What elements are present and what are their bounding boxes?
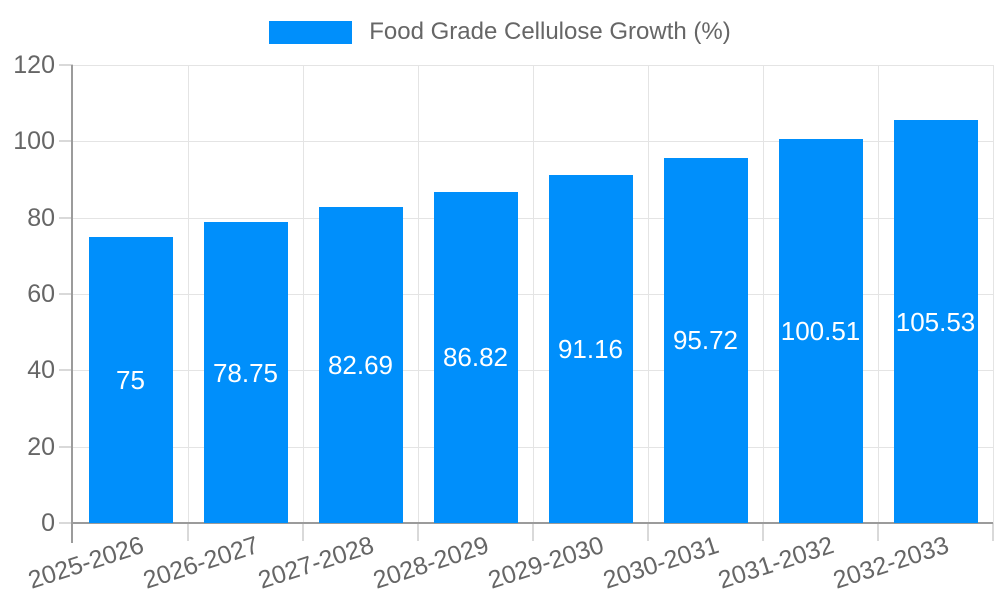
x-tick-label: 2029-2030 — [484, 531, 608, 595]
bar[interactable] — [893, 120, 978, 523]
v-gridline — [648, 65, 649, 523]
y-tick-label: 60 — [27, 280, 55, 308]
x-axis-tick — [992, 523, 994, 541]
bar[interactable] — [88, 236, 173, 523]
bar[interactable] — [663, 157, 748, 523]
bar[interactable] — [778, 139, 863, 523]
x-tick-label: 2028-2029 — [369, 531, 493, 595]
x-tick-label: 2031-2032 — [714, 531, 838, 595]
x-axis-line — [73, 522, 993, 524]
legend-label: Food Grade Cellulose Growth (%) — [369, 18, 731, 45]
legend-item[interactable]: Food Grade Cellulose Growth (%) — [269, 18, 731, 46]
y-axis-tick — [59, 445, 73, 448]
y-tick-label: 20 — [27, 432, 55, 461]
y-tick-label: 0 — [41, 509, 55, 537]
legend: Food Grade Cellulose Growth (%) — [0, 18, 1000, 46]
v-gridline — [993, 65, 994, 523]
x-axis-tick — [302, 523, 304, 541]
x-axis-tick — [187, 523, 189, 541]
y-axis-tick — [59, 293, 73, 295]
y-axis-line — [71, 65, 73, 543]
v-gridline — [303, 65, 304, 523]
x-axis-tick — [417, 523, 419, 541]
x-tick-label: 2025-2026 — [24, 531, 148, 595]
y-axis-tick — [59, 64, 73, 66]
bar[interactable] — [433, 191, 518, 523]
v-gridline — [878, 65, 879, 523]
v-gridline — [418, 65, 419, 523]
x-axis-tick — [762, 523, 764, 541]
x-tick-label: 2026-2027 — [139, 531, 263, 595]
x-axis-tick — [647, 523, 649, 541]
v-gridline — [763, 65, 764, 523]
bar[interactable] — [318, 207, 403, 523]
y-tick-label: 100 — [13, 127, 55, 156]
y-axis-tick — [59, 216, 73, 219]
v-gridline — [188, 65, 189, 523]
x-tick-label: 2030-2031 — [599, 531, 723, 595]
y-tick-label: 80 — [27, 203, 55, 232]
x-tick-label: 2032-2033 — [829, 531, 953, 595]
x-axis-tick — [532, 523, 534, 541]
y-axis-tick — [59, 522, 73, 524]
y-axis-tick — [59, 140, 73, 143]
v-gridline — [533, 65, 534, 523]
y-tick-label: 40 — [27, 356, 55, 385]
x-tick-label: 2027-2028 — [254, 531, 378, 595]
bar[interactable] — [548, 175, 633, 523]
legend-swatch-icon — [269, 20, 353, 44]
y-tick-label: 120 — [13, 51, 55, 79]
bar[interactable] — [203, 222, 288, 523]
x-axis-tick — [877, 523, 879, 541]
y-axis-tick — [59, 369, 73, 372]
